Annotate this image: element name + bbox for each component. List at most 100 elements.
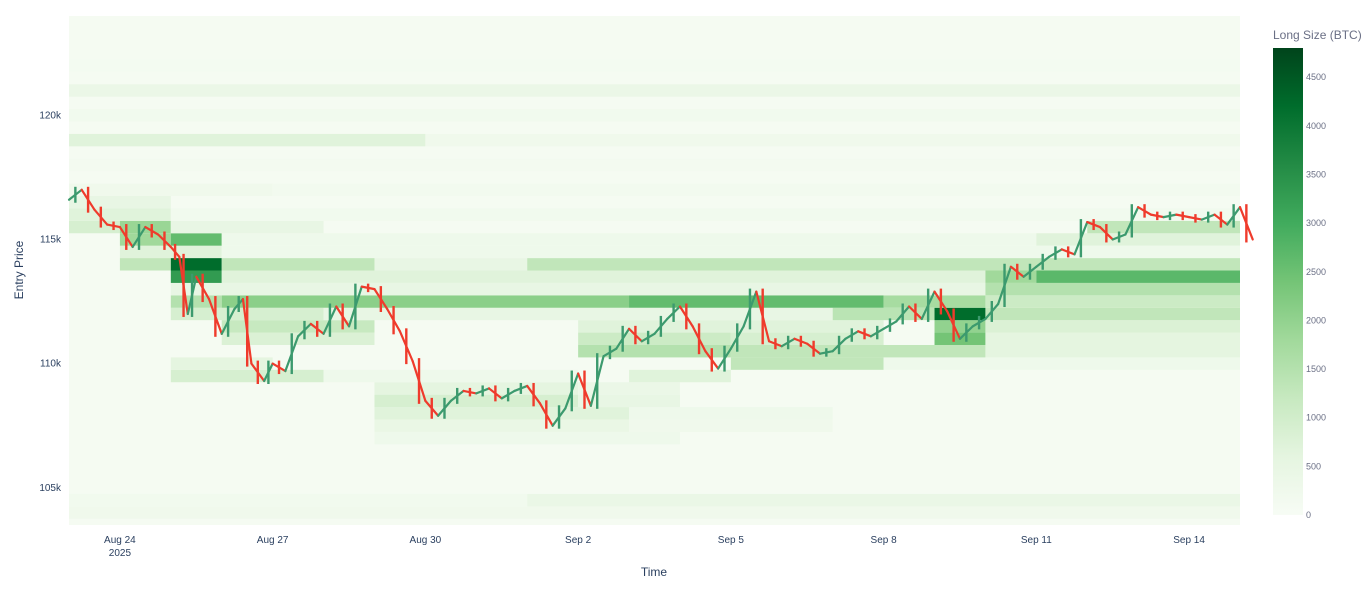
- y-tick-label: 120k: [39, 110, 62, 121]
- price-candle: [443, 397, 446, 419]
- price-candle: [74, 186, 77, 203]
- price-candle: [977, 315, 981, 330]
- price-candle: [850, 328, 853, 342]
- price-candle: [150, 224, 153, 238]
- x-tick-label: Sep 5: [718, 535, 745, 546]
- heatmap-cell: [69, 133, 426, 147]
- price-candle: [786, 335, 790, 350]
- price-candle: [1245, 204, 1248, 243]
- colorbar-tick-label: 2500: [1306, 267, 1326, 277]
- price-candle: [608, 345, 612, 360]
- price-candle: [214, 296, 217, 337]
- heatmap-cell: [578, 320, 884, 333]
- price-candle: [341, 303, 344, 330]
- heatmap-cell: [730, 357, 884, 370]
- heatmap-cell: [985, 282, 1240, 296]
- price-candle: [125, 224, 128, 250]
- price-candle: [468, 387, 472, 397]
- heatmap-cell: [69, 59, 1240, 72]
- price-candle: [290, 333, 293, 375]
- price-candle: [926, 288, 930, 322]
- heatmap-cell: [527, 258, 1240, 271]
- price-candle: [723, 345, 726, 372]
- heatmap-cell: [170, 282, 986, 296]
- price-candle: [901, 303, 904, 325]
- heatmap-cell: [69, 506, 1240, 519]
- heatmap-cell: [985, 344, 1240, 358]
- price-candle: [1003, 263, 1006, 308]
- price-candle: [1219, 211, 1223, 228]
- colorbar-tick-label: 0: [1306, 510, 1311, 520]
- price-candle: [659, 315, 663, 337]
- price-candle: [1232, 204, 1235, 228]
- heatmap-cell: [629, 295, 884, 308]
- price-candle: [646, 330, 650, 345]
- heatmap-cell: [934, 307, 986, 321]
- heatmap-cell: [832, 307, 935, 321]
- heatmap-cell: [119, 245, 222, 259]
- x-axis-ticks: Aug 24 2025 Aug 27 Aug 30 Sep 2 Sep 5 Sep 8 Sep…: [104, 535, 1205, 559]
- price-candle: [570, 370, 573, 412]
- heatmap-cell: [883, 295, 986, 308]
- heatmap-cell: [323, 307, 833, 321]
- price-candle: [812, 340, 815, 357]
- x-tick-label: Sep 11: [1021, 535, 1052, 546]
- heatmap-cell: [578, 382, 680, 395]
- price-candle: [634, 325, 637, 345]
- price-candle: [303, 320, 306, 340]
- price-candle: [1079, 219, 1083, 258]
- price-candle: [799, 335, 803, 347]
- price-candle: [173, 243, 177, 260]
- price-candle: [710, 348, 713, 372]
- x-axis-title: Time: [641, 565, 668, 579]
- price-candle: [163, 231, 166, 250]
- price-candle: [277, 360, 281, 375]
- heatmap-cell: [69, 158, 1240, 172]
- price-candle: [1206, 211, 1210, 223]
- price-candle: [774, 338, 777, 350]
- heatmap-cell: [119, 258, 171, 271]
- heatmap-cell: [170, 233, 222, 246]
- heatmap-cell: [578, 394, 680, 408]
- price-candle: [201, 273, 204, 303]
- price-candle: [837, 335, 841, 355]
- heatmap-cell: [69, 208, 171, 221]
- price-candle: [748, 288, 752, 330]
- price-candle: [863, 328, 866, 340]
- colorbar-tick-label: 1000: [1306, 413, 1326, 423]
- price-candle: [965, 323, 968, 342]
- price-candle: [481, 385, 484, 397]
- price-candle: [405, 328, 408, 365]
- x-tick-label: Sep 8: [871, 535, 898, 546]
- heatmap-cell: [69, 493, 528, 507]
- heatmap-cell: [221, 245, 1240, 259]
- heatmap-cell: [374, 407, 630, 420]
- price-candle: [267, 360, 270, 384]
- price-candle: [596, 353, 599, 409]
- price-candle: [1028, 263, 1032, 280]
- heatmap-cell: [323, 369, 579, 383]
- heatmap-cell: [934, 320, 986, 333]
- heatmap-cell: [170, 258, 222, 271]
- x-tick-label: Sep 14: [1173, 535, 1205, 546]
- price-candle: [1092, 219, 1095, 231]
- price-candle: [99, 206, 103, 228]
- y-axis-title: Entry Price: [12, 240, 26, 299]
- x-tick-label: Aug 30: [410, 535, 442, 546]
- x-tick-label: Aug 27: [257, 535, 289, 546]
- heatmap-cell: [883, 357, 1240, 370]
- price-candle: [1041, 253, 1044, 270]
- heatmap-cell: [374, 419, 630, 432]
- y-tick-label: 105k: [39, 483, 62, 494]
- price-candle: [316, 320, 319, 337]
- heatmap-cell: [985, 307, 1240, 321]
- heatmap-cell: [1036, 233, 1240, 246]
- price-candle: [226, 305, 230, 337]
- x-tick-sublabel: 2025: [109, 548, 132, 559]
- price-candle: [190, 273, 194, 317]
- price-candle: [825, 348, 828, 357]
- heatmap-cell: [170, 295, 222, 308]
- heatmap-cell: [221, 270, 986, 283]
- heatmap-cell: [170, 369, 324, 383]
- x-tick-label: Aug 24: [104, 535, 136, 546]
